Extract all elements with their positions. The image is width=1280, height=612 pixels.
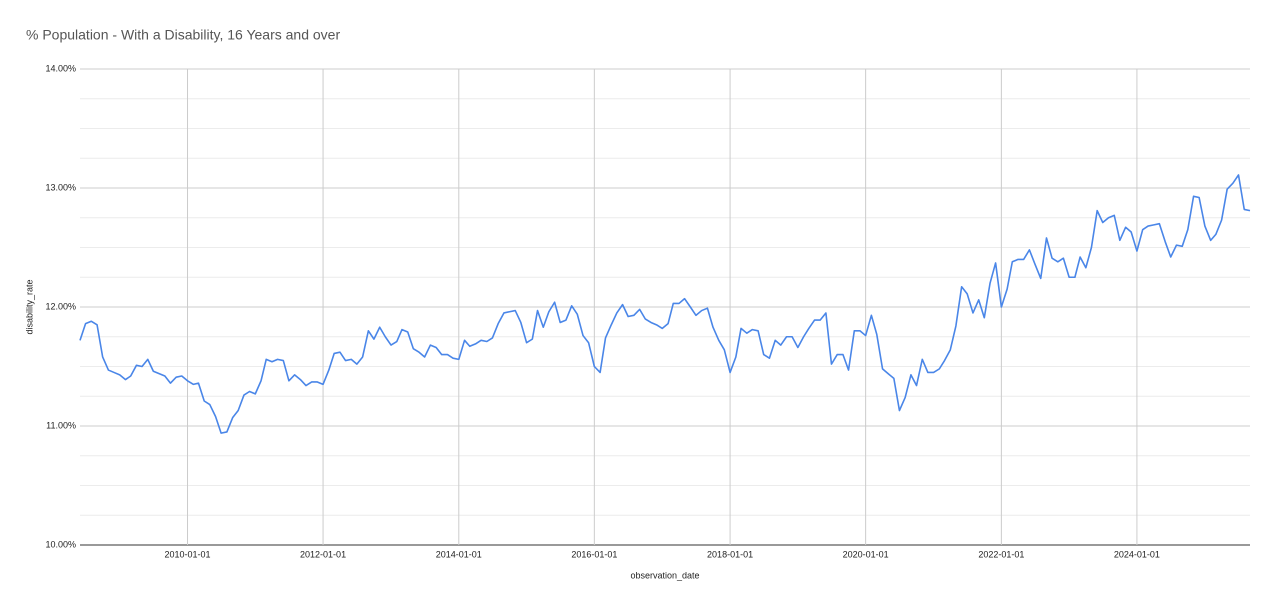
x-tick-label: 2018-01-01 — [707, 549, 753, 559]
x-tick-label: 2010-01-01 — [164, 549, 210, 559]
x-tick-label: 2022-01-01 — [978, 549, 1024, 559]
y-tick-label: 13.00% — [45, 182, 76, 192]
chart-title: % Population - With a Disability, 16 Yea… — [26, 27, 340, 43]
x-tick-label: 2016-01-01 — [571, 549, 617, 559]
y-tick-label: 10.00% — [45, 539, 76, 549]
y-axis-title: disability_rate — [24, 279, 34, 334]
y-tick-label: 12.00% — [45, 301, 76, 311]
x-tick-label: 2020-01-01 — [843, 549, 889, 559]
x-tick-label: 2014-01-01 — [436, 549, 482, 559]
y-tick-label: 14.00% — [45, 63, 76, 73]
y-tick-label: 11.00% — [46, 420, 76, 430]
x-tick-label: 2012-01-01 — [300, 549, 346, 559]
x-axis-title: observation_date — [630, 570, 699, 580]
x-tick-label: 2024-01-01 — [1114, 549, 1160, 559]
line-series — [79, 174, 1251, 434]
